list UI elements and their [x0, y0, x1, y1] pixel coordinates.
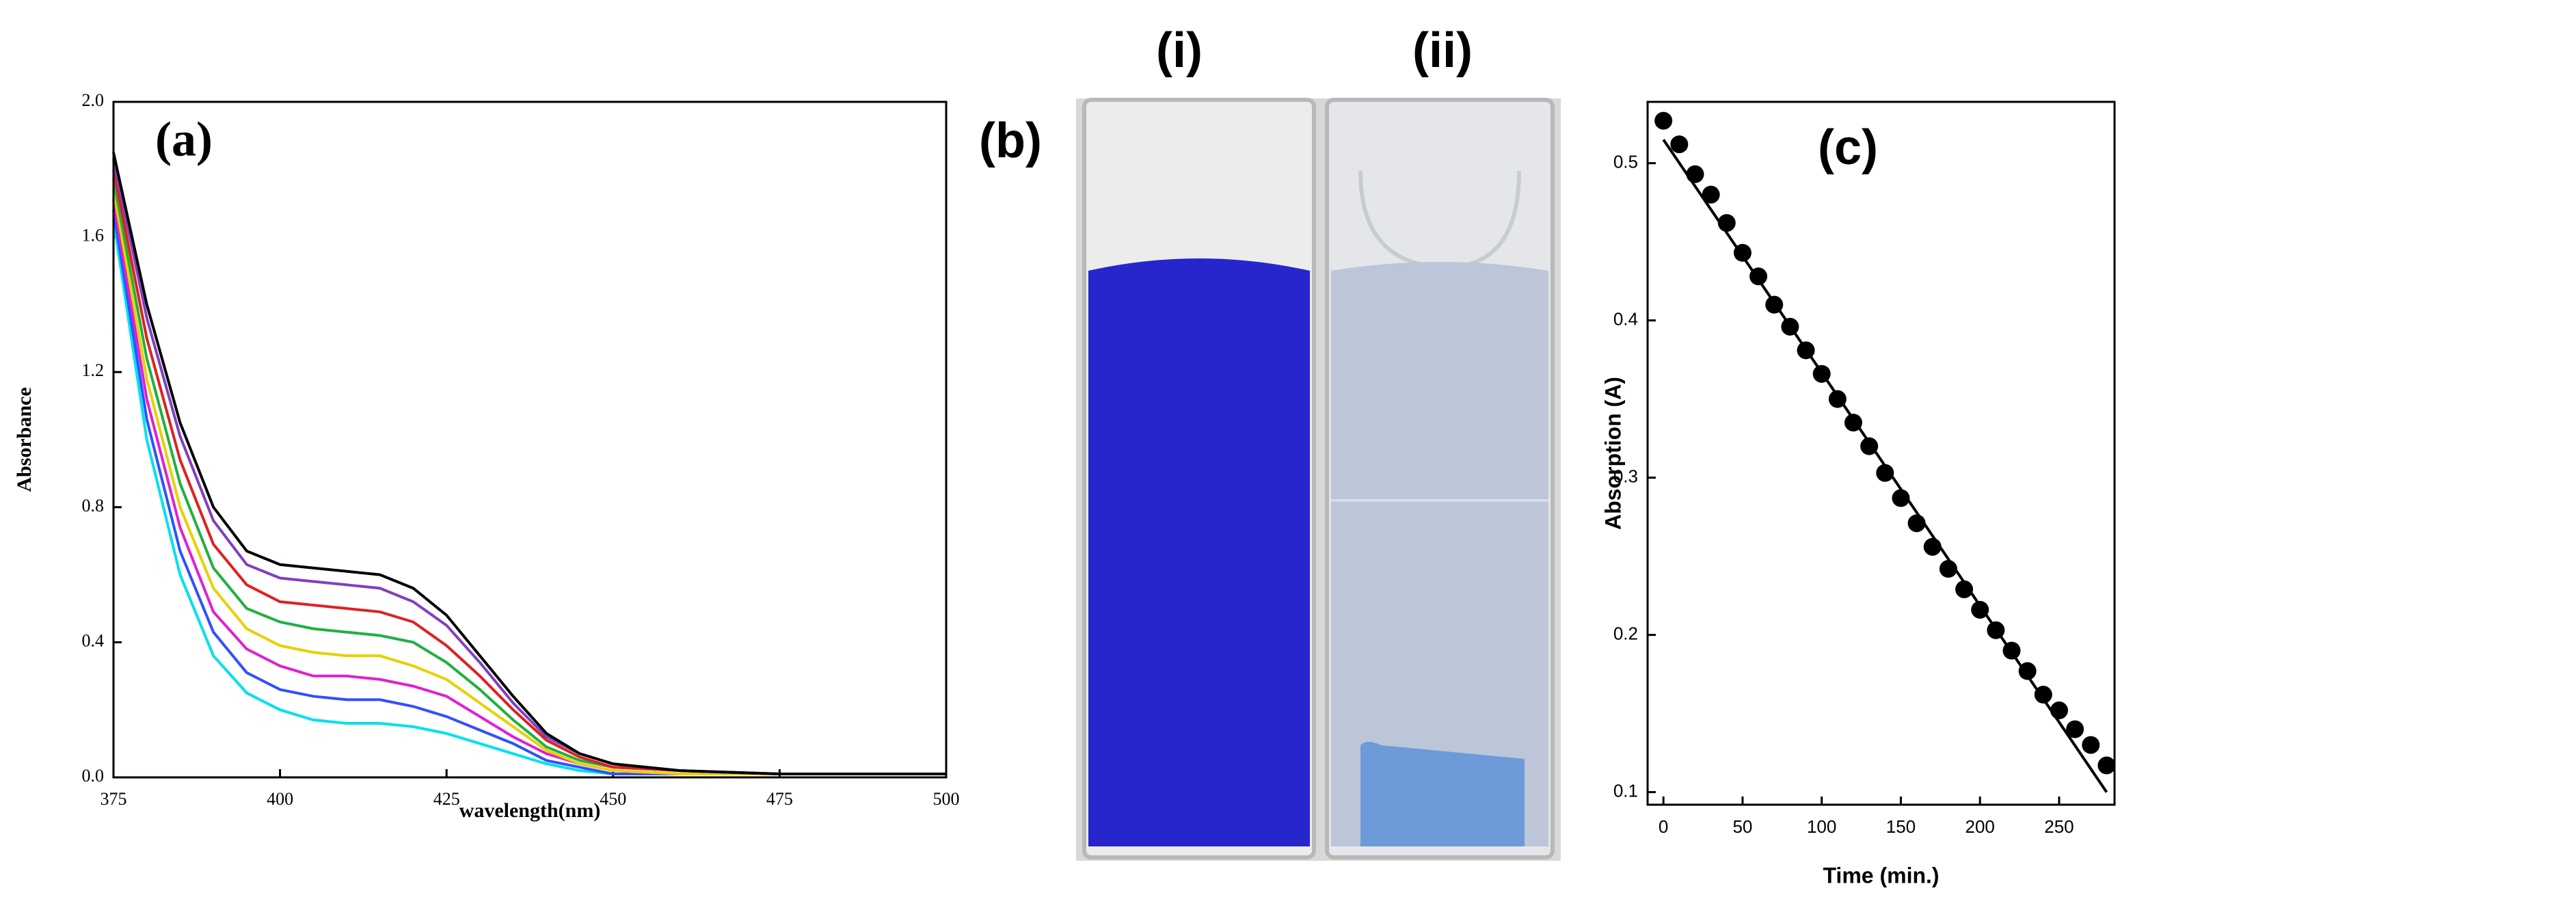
y-tick-label: 0.0 [82, 766, 105, 786]
x-tick-label: 500 [933, 789, 960, 809]
data-point [1654, 111, 1673, 130]
y-tick-label: 1.6 [82, 226, 105, 245]
x-tick-label: 475 [766, 789, 793, 809]
x-tick-label: 150 [1886, 816, 1916, 837]
caption: (i) [1156, 23, 1203, 78]
y-tick-label: 0.4 [82, 630, 105, 650]
plot-frame [112, 101, 948, 779]
spectrum-line [112, 209, 946, 776]
spectrum-line [112, 189, 946, 776]
spectrum-line [112, 219, 946, 776]
spectrum-line [112, 169, 946, 776]
panel-label: (a) [155, 112, 213, 167]
y-axis-label: Absorbance [13, 387, 36, 492]
x-axis-label: Time (min.) [1823, 863, 1939, 887]
y-tick-label: 2.0 [82, 90, 105, 110]
spectrum-line [112, 199, 946, 776]
x-tick-label: 375 [100, 789, 127, 809]
caption: (ii) [1412, 23, 1473, 78]
data-point [1955, 580, 1974, 598]
panel-label: (b) [979, 113, 1042, 168]
y-tick-label: 1.2 [82, 360, 105, 380]
spectrum-line [112, 152, 946, 776]
reflection [1331, 499, 1548, 502]
blue-solution [1088, 258, 1310, 846]
data-point [2082, 736, 2100, 754]
panel-label: (c) [1818, 120, 1878, 175]
plot-frame [1646, 101, 2116, 806]
data-point [2050, 701, 2068, 720]
data-point [2097, 756, 2116, 775]
data-point [1876, 464, 1894, 482]
panel-a: 0.0 0.4 0.8 1.2 1.6 2.0 375 400 425 450 475 500 wave… [13, 90, 960, 822]
precipitate [1360, 742, 1525, 846]
pale-solution [1331, 262, 1548, 846]
y-tick-label: 0.1 [1613, 780, 1638, 801]
fit-line [1662, 139, 2108, 793]
x-tick-label: 200 [1965, 816, 1995, 837]
y-tick-label: 0.8 [82, 496, 105, 516]
x-axis-label: wavelength(nm) [459, 799, 601, 822]
x-tick-label: 400 [267, 789, 293, 809]
y-tick-label: 0.2 [1613, 623, 1638, 643]
y-axis-label: Absorption (A) [1600, 377, 1625, 530]
data-point [2018, 662, 2037, 680]
data-point [1702, 185, 1720, 204]
data-point [1670, 135, 1689, 154]
data-point [2066, 720, 2084, 738]
x-tick-label: 450 [600, 789, 626, 809]
panel-b: (b) (i) (ii) [979, 23, 1561, 861]
x-tick-label: 100 [1807, 816, 1836, 837]
x-tick-label: 250 [2044, 816, 2074, 837]
y-tick-label: 0.4 [1613, 309, 1638, 330]
x-tick-label: 50 [1732, 816, 1752, 837]
panel-c: 0.1 0.2 0.3 0.4 0.5 0 50 100 150 200 250 Time (min.… [1600, 101, 2116, 887]
x-tick-label: 0 [1659, 816, 1668, 837]
data-point [1686, 165, 1704, 183]
y-tick-label: 0.5 [1613, 152, 1638, 172]
y-tick-label: 0.3 [1613, 466, 1638, 487]
x-tick-label: 425 [433, 789, 460, 809]
